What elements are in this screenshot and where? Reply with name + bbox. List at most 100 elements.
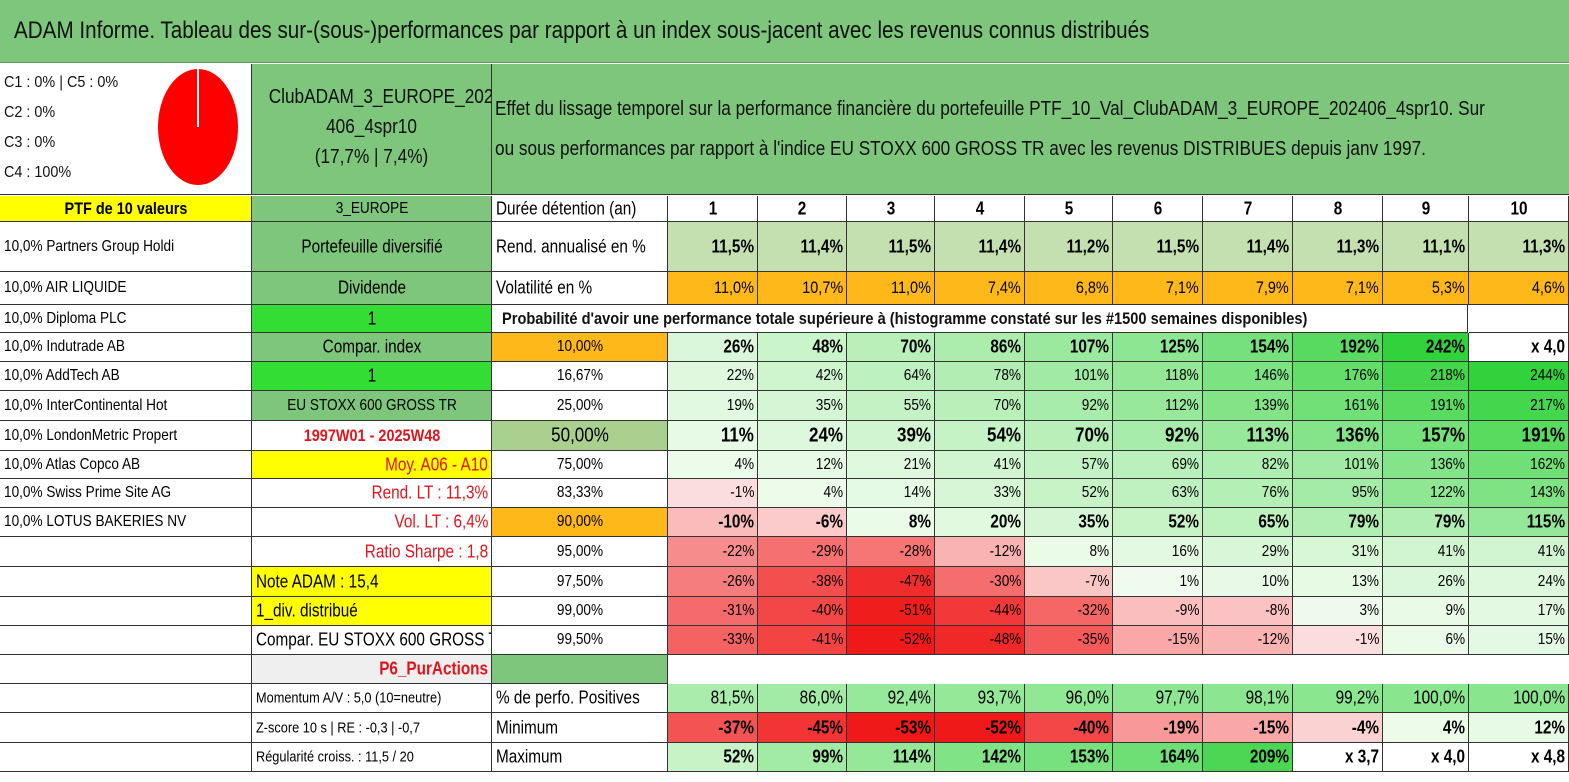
percentile-label: 99,00% <box>492 597 668 626</box>
percentile-label-text: 99,50% <box>556 631 603 648</box>
holding-item: 10,0% Diploma PLC <box>0 305 252 333</box>
positive-performance-value: 100,0% <box>1469 684 1569 713</box>
percentile-value: 42% <box>758 362 847 391</box>
year-header: 3 <box>847 196 935 222</box>
maximum-value-text: 114% <box>892 746 931 767</box>
percentile-value: -12% <box>1203 626 1293 655</box>
percentile-value: -1% <box>668 479 758 508</box>
volatility-value: 7,1% <box>1293 272 1383 305</box>
percentile-value: 125% <box>1113 333 1203 362</box>
percentile-value-text: 20% <box>990 511 1021 532</box>
percentile-value-text: 113% <box>1246 424 1289 446</box>
adam-score: Note ADAM : 15,4 <box>252 567 492 597</box>
percentile-value: 16% <box>1113 537 1203 567</box>
region-label-text: 3_EUROPE <box>335 199 408 217</box>
percentile-value: -9% <box>1113 597 1203 626</box>
portfolio-name-cont: 406_4spr10 <box>326 116 417 138</box>
percentile-value: 136% <box>1383 451 1469 479</box>
year-header: 4 <box>935 196 1025 222</box>
empty-cell <box>1469 305 1569 333</box>
year-header: 2 <box>758 196 847 222</box>
average-label-text: Moy. A06 - A10 <box>385 454 488 474</box>
percentile-value: 143% <box>1469 479 1569 508</box>
minimum-value: -15% <box>1203 713 1293 743</box>
minimum-value-text: -15% <box>1253 717 1289 737</box>
holding-item-text: 10,0% Partners Group Holdi <box>4 237 175 255</box>
percentile-value: 154% <box>1203 333 1293 362</box>
percentile-value: 218% <box>1383 362 1469 391</box>
percentile-value-text: 146% <box>1254 367 1289 384</box>
percentile-value: 33% <box>935 479 1025 508</box>
percentile-label: 25,00% <box>492 391 668 421</box>
empty-cell <box>0 713 252 743</box>
maximum-value-text: 142% <box>981 746 1021 767</box>
percentile-value-text: 176% <box>1344 367 1379 384</box>
maximum-value-text: x 4,0 <box>1430 746 1465 767</box>
percentile-value: 8% <box>1025 537 1113 567</box>
positive-performance-value-text: 99,2% <box>1335 687 1379 708</box>
minimum-value-text: -45% <box>807 717 843 737</box>
percentile-value: 191% <box>1383 391 1469 421</box>
minimum-value: -53% <box>847 713 935 743</box>
percentile-label: 16,67% <box>492 362 668 391</box>
description-line: Effet du lissage temporel sur la perform… <box>495 98 1485 120</box>
composition-line: C2 : 0% <box>4 104 56 121</box>
portfolio-type-text: Portefeuille diversifié <box>300 236 443 256</box>
return-value-text: 11,5% <box>888 236 931 256</box>
comparison-label: Compar. index <box>252 333 492 362</box>
z-score-info-text: Z-score 10 s | RE : -0,3 | -0,7 <box>256 719 420 736</box>
year-header-text: 1 <box>708 198 717 218</box>
maximum-value: 52% <box>668 743 758 772</box>
percentile-value-text: 29% <box>1261 542 1289 560</box>
percentile-value: 52% <box>1025 479 1113 508</box>
minimum-value: -37% <box>668 713 758 743</box>
percentile-value: 136% <box>1293 421 1383 451</box>
holdings-header: PTF de 10 valeurs <box>0 196 252 222</box>
percentile-value: 95% <box>1293 479 1383 508</box>
percentile-value-text: 4% <box>823 484 843 501</box>
return-value: 11,4% <box>1203 222 1293 272</box>
adam-score-text: Note ADAM : 15,4 <box>256 571 379 591</box>
positive-performance-value-text: 96,0% <box>1065 687 1109 708</box>
percentile-value: 24% <box>1469 567 1569 597</box>
percentile-value: 26% <box>668 333 758 362</box>
volatility-value-text: 7,4% <box>988 278 1021 297</box>
holdings-header-text: PTF de 10 valeurs <box>64 198 187 218</box>
percentile-value-text: 154% <box>1249 336 1289 357</box>
percentile-value-text: 33% <box>993 484 1021 501</box>
comparison-flag: 1 <box>252 362 492 391</box>
minimum-value: -40% <box>1025 713 1113 743</box>
holding-item-text: 10,0% Diploma PLC <box>4 309 127 327</box>
volatility-value-text: 7,1% <box>1346 278 1379 297</box>
year-header: 10 <box>1469 196 1569 222</box>
percentile-value: 112% <box>1113 391 1203 421</box>
minimum-value-text: -40% <box>1073 717 1109 737</box>
momentum-info-text: Momentum A/V : 5,0 (10=neutre) <box>256 689 442 707</box>
percentile-value: 39% <box>847 421 935 451</box>
percentile-value-text: 39% <box>896 424 931 446</box>
percentile-value: 11% <box>668 421 758 451</box>
percentile-value-text: 24% <box>808 424 843 446</box>
percentile-label-text: 75,00% <box>556 455 603 473</box>
percentile-value: 101% <box>1025 362 1113 391</box>
percentile-value-text: 78% <box>993 367 1021 384</box>
percentile-value-text: 26% <box>1437 572 1465 590</box>
percentile-value: 65% <box>1203 508 1293 537</box>
holding-duration-label: Durée détention (an) <box>492 196 668 222</box>
percentile-value-text: 92% <box>1164 424 1199 446</box>
percentile-value-text: 24% <box>1537 572 1565 590</box>
maximum-value: 99% <box>758 743 847 772</box>
percentile-value: -48% <box>935 626 1025 655</box>
positive-performance-value-text: 92,4% <box>887 687 931 708</box>
percentile-value: 26% <box>1383 567 1469 597</box>
percentile-value-text: 35% <box>815 396 843 414</box>
percentile-value: 12% <box>758 451 847 479</box>
percentile-value-text: 8% <box>908 511 931 532</box>
percentile-value: -51% <box>847 597 935 626</box>
positive-performance-value: 98,1% <box>1203 684 1293 713</box>
return-value-text: 11,4% <box>1246 236 1289 256</box>
percentile-value-text: -1% <box>1354 631 1379 648</box>
percentile-value: 113% <box>1203 421 1293 451</box>
percentile-value-text: 19% <box>726 396 754 414</box>
empty-cell <box>0 684 252 713</box>
